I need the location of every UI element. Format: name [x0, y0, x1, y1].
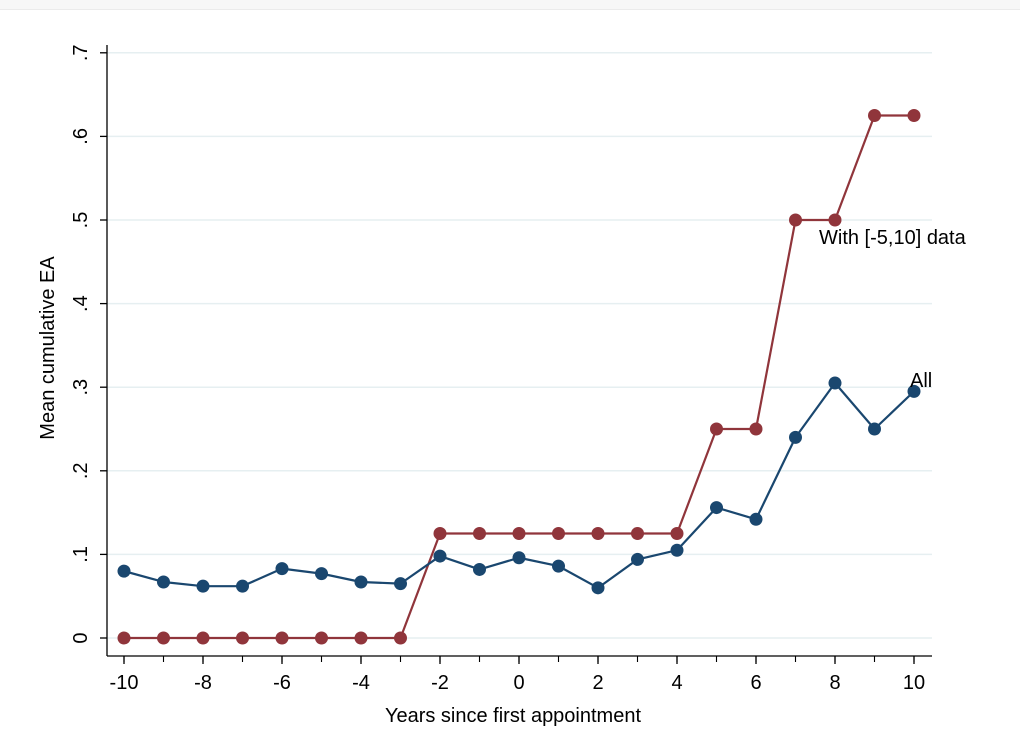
y-axis-ticks: 0 .1 .2 .3 .4 .5 .6 .7: [70, 44, 107, 644]
y-tick-label: .5: [70, 212, 92, 229]
point-with-5-10: [512, 527, 526, 540]
point-all: [828, 376, 842, 390]
point-all: [394, 577, 407, 591]
point-with-5-10: [552, 527, 565, 540]
series-label-all: All: [910, 370, 932, 392]
point-all: [236, 579, 249, 593]
x-tick-label: 6: [750, 672, 761, 694]
point-all: [196, 579, 210, 593]
point-all: [552, 559, 565, 573]
point-all: [354, 575, 368, 589]
y-tick-label: .3: [70, 379, 92, 396]
gridlines: [107, 52, 932, 639]
point-all: [591, 581, 605, 595]
x-tick-label: -10: [110, 672, 139, 694]
point-with-5-10: [473, 527, 486, 540]
point-with-5-10: [907, 109, 921, 122]
y-tick-label: 0: [70, 632, 92, 643]
point-all: [789, 430, 802, 444]
point-with-5-10: [749, 422, 763, 436]
point-with-5-10: [710, 422, 723, 436]
y-axis-title: Mean cumulative EA: [37, 256, 59, 440]
y-tick-label: .6: [70, 128, 92, 145]
point-with-5-10: [275, 631, 289, 645]
x-axis-title: Years since first appointment: [385, 705, 642, 727]
window-top-strip: [0, 0, 1020, 10]
point-all: [710, 501, 723, 515]
point-with-5-10: [591, 527, 605, 540]
point-all: [117, 564, 131, 578]
point-with-5-10: [789, 213, 802, 227]
x-tick-label: -4: [352, 672, 370, 694]
x-tick-label: 0: [513, 672, 524, 694]
y-tick-label: .1: [70, 546, 92, 563]
point-with-5-10: [631, 527, 644, 540]
point-all: [631, 552, 644, 566]
point-all: [275, 562, 289, 576]
y-tick-label: .4: [70, 295, 92, 312]
x-tick-label: 2: [592, 672, 603, 694]
point-with-5-10: [354, 631, 368, 645]
point-with-5-10: [157, 631, 170, 645]
point-all: [749, 512, 763, 526]
point-with-5-10: [394, 631, 407, 645]
y-tick-label: .2: [70, 462, 92, 479]
point-all: [670, 543, 684, 557]
point-with-5-10: [433, 527, 447, 540]
x-tick-label: -6: [273, 672, 291, 694]
x-tick-label: -2: [431, 672, 449, 694]
point-with-5-10: [315, 631, 328, 645]
point-with-5-10: [670, 527, 684, 540]
series-labels: With [-5,10] data All: [819, 227, 967, 392]
series-label-with-5-10: With [-5,10] data: [819, 227, 967, 249]
point-all: [315, 567, 328, 581]
point-all: [512, 551, 526, 565]
point-all: [433, 549, 447, 563]
series-layer: [117, 109, 921, 645]
point-with-5-10: [196, 631, 210, 645]
x-tick-label: 8: [829, 672, 840, 694]
point-all: [907, 384, 921, 398]
point-all: [473, 562, 486, 576]
x-tick-label: -8: [194, 672, 212, 694]
point-with-5-10: [828, 213, 842, 227]
point-all: [157, 575, 170, 589]
point-with-5-10: [236, 631, 249, 645]
x-axis-ticks: -10 -8 -6 -4 -2 0 2 4 6 8 10: [110, 656, 925, 694]
point-all: [868, 422, 881, 436]
point-with-5-10: [117, 631, 131, 645]
x-tick-label: 10: [903, 672, 925, 694]
point-with-5-10: [868, 109, 881, 122]
x-tick-label: 4: [671, 672, 682, 694]
y-tick-label: .7: [70, 44, 92, 61]
